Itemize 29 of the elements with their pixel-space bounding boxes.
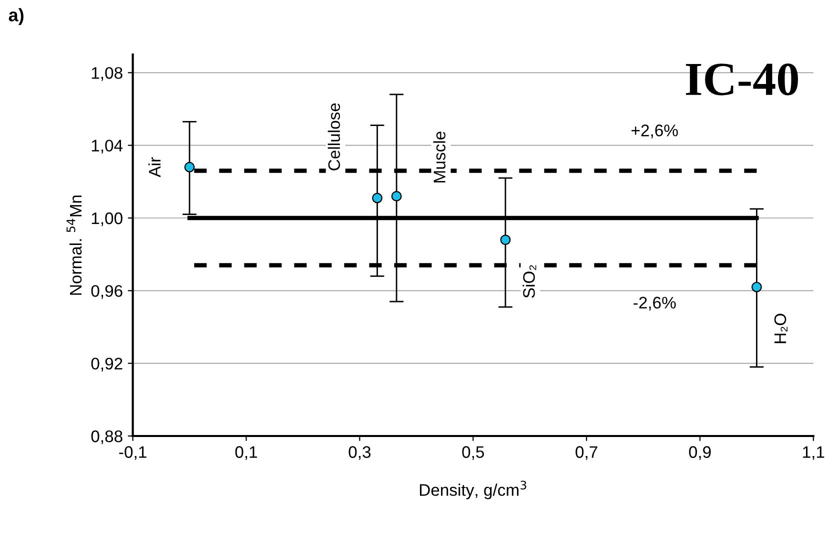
annotation: -2,6% [634, 296, 676, 311]
annotation: SiO₂ [522, 265, 536, 298]
annotation: H₂O [774, 314, 788, 344]
x-tick-label: 0,7 [576, 446, 598, 460]
annotation: +2,6% [632, 124, 678, 138]
y-tick-label: 0,92 [91, 358, 122, 372]
y-tick-label: 1,00 [92, 212, 122, 226]
point [500, 234, 511, 246]
y-tick-label: 0,88 [91, 430, 122, 444]
x-tick-label: 1,1 [803, 446, 824, 460]
point [751, 282, 762, 292]
x-tick-label: 0,3 [348, 446, 371, 460]
annotation: Air [148, 157, 160, 178]
point [391, 190, 402, 202]
y-tick-label: 0,96 [91, 285, 122, 299]
y-axis-title: Normal. $^{54}$Mn [66, 196, 82, 295]
annotation: Cellulose [328, 103, 340, 170]
text: a) [8, 8, 24, 26]
y-tick-label: 1,04 [92, 140, 123, 154]
x-tick-label: -0,1 [119, 446, 146, 460]
x-tick-label: 0,9 [689, 446, 711, 460]
annotation: Muscle [433, 132, 446, 182]
x-tick-label: 0,1 [235, 446, 258, 460]
y-tick-label: 1,08 [92, 67, 122, 81]
x-axis-title: Density, g/cm$^{3}$ [420, 480, 526, 500]
point [184, 162, 195, 172]
annotation: IC-40 [686, 63, 798, 96]
x-tick-label: 0,5 [462, 446, 484, 460]
point [372, 192, 382, 204]
